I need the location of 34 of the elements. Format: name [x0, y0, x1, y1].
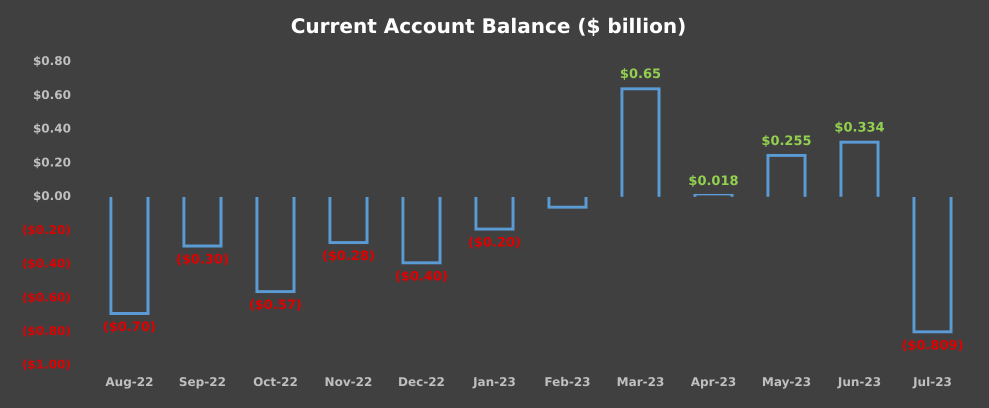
- chart-title: Current Account Balance ($ billion): [290, 14, 686, 38]
- data-label: ($0.40): [394, 269, 448, 284]
- x-tick-label: Nov-22: [324, 374, 372, 389]
- data-label: $0.255: [761, 134, 812, 149]
- x-tick-label: Oct-22: [253, 374, 298, 389]
- data-label: ($0.20): [468, 236, 521, 251]
- y-tick-label: $0.80: [32, 54, 71, 68]
- y-tick-label: ($0.20): [22, 222, 71, 237]
- x-tick-label: Jun-23: [836, 374, 882, 389]
- x-tick-label: Jul-23: [912, 374, 952, 389]
- data-label: $0.65: [620, 67, 662, 82]
- y-tick-label: $0.60: [32, 88, 71, 102]
- y-tick-label: ($1.00): [22, 358, 71, 372]
- data-label: ($0.57): [248, 298, 302, 313]
- y-tick-label: ($0.60): [22, 290, 71, 304]
- x-tick-label: Apr-23: [690, 374, 736, 389]
- y-tick-label: $0.40: [32, 122, 71, 136]
- x-tick-label: Sep-22: [178, 374, 226, 389]
- x-tick-label: May-23: [762, 374, 812, 389]
- data-label: $0.334: [834, 120, 885, 136]
- data-label: ($0.809): [901, 338, 964, 354]
- data-label: ($0.30): [176, 252, 229, 268]
- y-tick-label: ($0.40): [22, 256, 71, 271]
- x-tick-label: Dec-22: [398, 374, 445, 389]
- y-tick-label: $0.00: [32, 189, 71, 204]
- data-label: $0.018: [688, 174, 739, 189]
- y-tick-label: ($0.80): [22, 324, 71, 338]
- data-label: ($0.28): [322, 249, 375, 264]
- x-tick-label: Mar-23: [616, 374, 664, 389]
- x-tick-label: Aug-22: [105, 374, 154, 389]
- x-tick-label: Feb-23: [544, 374, 591, 389]
- x-tick-label: Jan-23: [472, 374, 516, 389]
- y-tick-label: $0.20: [32, 155, 71, 170]
- data-label: ($0.70): [102, 320, 156, 335]
